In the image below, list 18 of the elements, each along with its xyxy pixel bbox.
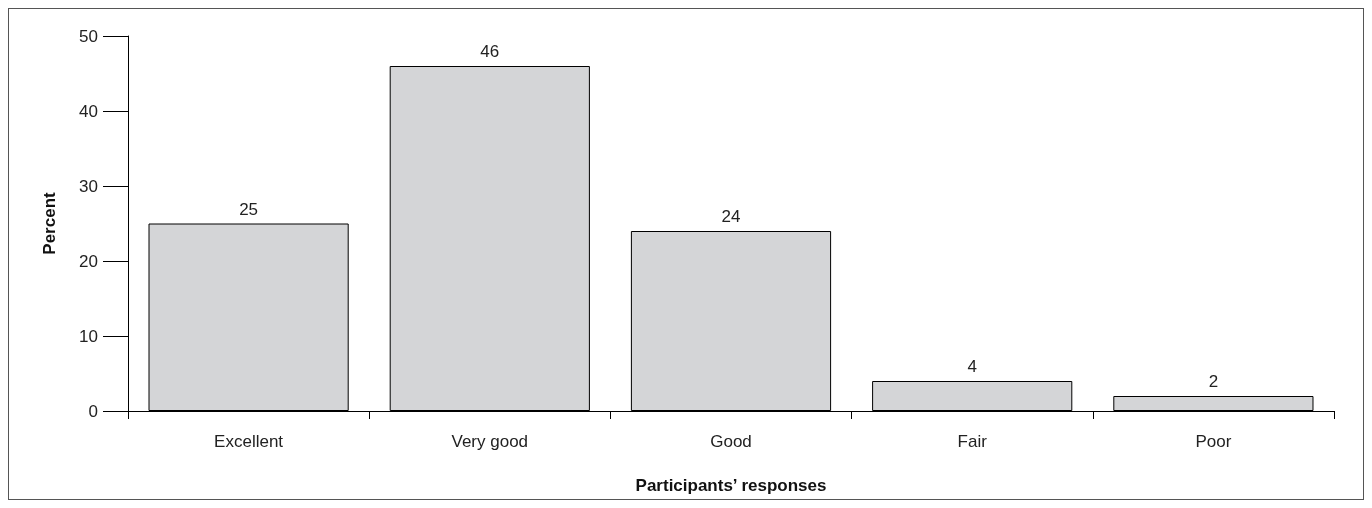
y-tick-label: 50 <box>79 26 98 46</box>
y-tick-label: 20 <box>79 251 98 271</box>
data-label: 4 <box>967 357 977 376</box>
x-axis-title: Participants’ responses <box>635 476 827 495</box>
x-tick-label: Good <box>710 432 752 451</box>
x-tick-label: Excellent <box>214 432 284 451</box>
data-label: 24 <box>721 207 741 226</box>
data-label: 2 <box>1208 372 1219 391</box>
y-tick-label: 0 <box>88 401 98 421</box>
x-tick-label: Very good <box>451 432 529 451</box>
y-tick-label: 10 <box>79 326 98 346</box>
data-label: 25 <box>239 199 259 219</box>
data-label: 46 <box>480 42 500 61</box>
x-tick-label: Poor <box>1195 432 1232 451</box>
x-tick-label: Fair <box>957 432 988 451</box>
y-axis-title: Percent <box>40 191 59 255</box>
y-tick-label: 30 <box>79 176 98 196</box>
y-tick-label: 40 <box>79 101 98 121</box>
